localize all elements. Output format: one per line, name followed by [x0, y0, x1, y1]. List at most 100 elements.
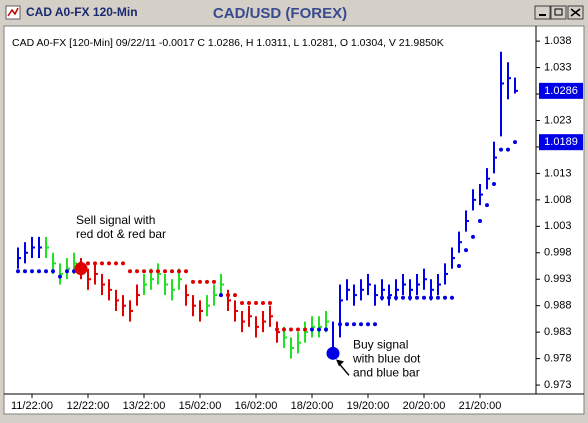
stop-dot [436, 295, 440, 300]
stop-dot [450, 295, 454, 300]
stop-dot [513, 140, 517, 145]
stop-dot [317, 327, 321, 332]
stop-dot [422, 295, 426, 300]
x-tick-label: 19/20:00 [347, 400, 390, 412]
stop-dot [387, 295, 391, 300]
stop-dot [100, 261, 104, 266]
stop-dot [163, 269, 167, 274]
stop-dot [506, 147, 510, 152]
annotation-text: with blue dot [352, 351, 421, 365]
stop-dot [464, 248, 468, 253]
stop-dot [401, 295, 405, 300]
y-tick-label: 0.973 [544, 379, 572, 391]
stop-dot [170, 269, 174, 274]
price-label-box [539, 134, 583, 151]
maximize-button[interactable] [550, 5, 567, 20]
stop-dot [93, 261, 97, 266]
stop-dot [198, 279, 202, 284]
x-tick-label: 20/20:00 [403, 400, 446, 412]
y-tick-label: 1.033 [544, 61, 572, 73]
stop-dot [156, 269, 160, 274]
annotation-text: red dot & red bar [76, 227, 166, 241]
x-tick-label: 11/22:00 [11, 400, 53, 412]
stop-dot [233, 293, 237, 298]
signal-dot [326, 346, 340, 360]
stop-dot [478, 219, 482, 224]
chart-title: CAD/USD (FOREX) [213, 5, 347, 22]
stop-dot [492, 181, 496, 186]
maximize-glyph [554, 8, 563, 16]
stop-dot [275, 327, 279, 332]
stop-dot [303, 327, 307, 332]
stop-dot [429, 295, 433, 300]
title-bar [3, 3, 585, 23]
stop-dot [485, 203, 489, 208]
stop-dot [373, 322, 377, 327]
stop-dot [443, 295, 447, 300]
stop-dot [191, 279, 195, 284]
stop-dot [261, 301, 265, 306]
x-tick-label: 21/20:00 [459, 400, 502, 412]
stop-dot [408, 295, 412, 300]
stop-dot [366, 322, 370, 327]
stop-dot [415, 295, 419, 300]
x-tick-label: 12/22:00 [67, 400, 110, 412]
stop-dot [345, 322, 349, 327]
stop-dot [380, 295, 384, 300]
stop-dot [394, 295, 398, 300]
stop-dot [212, 279, 216, 284]
stop-dot [205, 279, 209, 284]
minimize-button[interactable] [534, 5, 551, 20]
y-tick-label: 0.988 [544, 300, 572, 312]
y-tick-label: 0.983 [544, 326, 572, 338]
annotation-text: Buy signal [353, 337, 408, 351]
annotation-arrowhead [336, 359, 344, 367]
signal-dot [74, 262, 88, 276]
x-tick-label: 15/02:00 [179, 400, 222, 412]
stop-dot [310, 327, 314, 332]
stop-dot [324, 327, 328, 332]
x-tick-label: 13/22:00 [123, 400, 166, 412]
info-line: CAD A0-FX [120-Min] 09/22/11 -0.0017 C 1… [12, 37, 444, 49]
stop-dot [471, 234, 475, 239]
y-tick-label: 1.003 [544, 220, 572, 232]
stop-dot [247, 301, 251, 306]
stop-dot [128, 269, 132, 274]
price-label-box [539, 82, 583, 99]
stop-dot [114, 261, 118, 266]
stop-dot [23, 269, 27, 274]
stop-dot [149, 269, 153, 274]
stop-dot [51, 269, 55, 274]
price-label: 1.0189 [544, 136, 578, 148]
stop-dot [226, 293, 230, 298]
stop-dot [58, 274, 62, 279]
stop-dot [184, 269, 188, 274]
stop-dot [44, 269, 48, 274]
stop-dot [142, 269, 146, 274]
y-tick-label: 0.993 [544, 273, 572, 285]
x-tick-label: 16/02:00 [235, 400, 278, 412]
stop-dot [107, 261, 111, 266]
stop-dot [240, 301, 244, 306]
stop-dot [16, 269, 20, 274]
stop-dot [457, 264, 461, 269]
stop-dot [30, 269, 34, 274]
price-label: 1.0286 [544, 85, 578, 97]
stop-dot [135, 269, 139, 274]
stop-dot [86, 261, 90, 266]
y-tick-label: 0.978 [544, 353, 572, 365]
stop-dot [268, 301, 272, 306]
stop-dot [338, 322, 342, 327]
annotation-text: Sell signal with [76, 213, 155, 227]
stop-dot [121, 261, 125, 266]
window-buttons [534, 5, 584, 20]
y-tick-label: 0.998 [544, 247, 572, 259]
close-glyph [570, 8, 581, 17]
y-tick-label: 1.038 [544, 35, 572, 47]
stop-dot [359, 322, 363, 327]
y-tick-label: 1.023 [544, 114, 572, 126]
stop-dot [289, 327, 293, 332]
stop-dot [296, 327, 300, 332]
stop-dot [177, 269, 181, 274]
icon-graph [7, 7, 19, 17]
